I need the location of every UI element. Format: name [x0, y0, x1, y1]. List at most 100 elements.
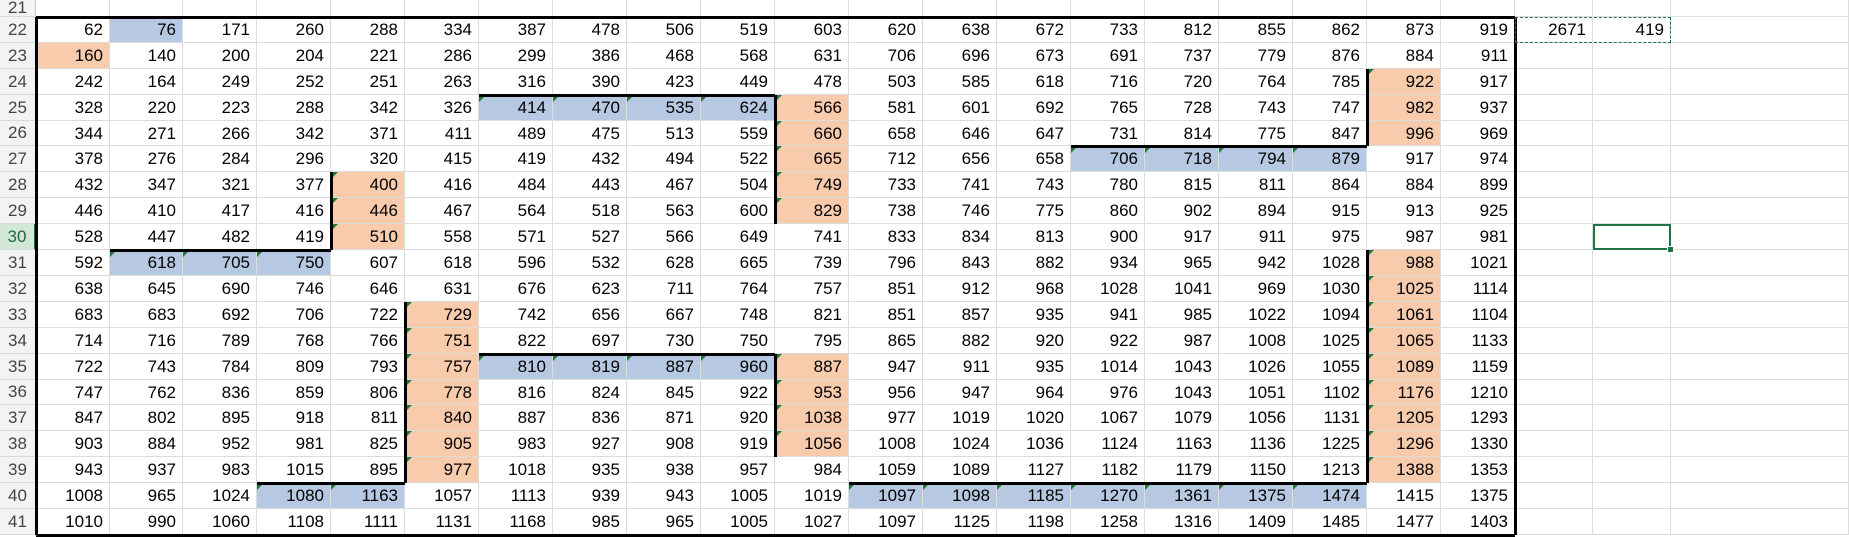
grid-cell[interactable]: 718 — [1145, 146, 1219, 172]
grid-cell[interactable]: 833 — [849, 224, 923, 250]
grid-cell[interactable] — [1671, 95, 1849, 121]
grid-cell[interactable]: 1415 — [1367, 483, 1441, 509]
grid-cell[interactable]: 299 — [479, 43, 553, 69]
grid-cell[interactable]: 482 — [183, 224, 257, 250]
grid-cell[interactable] — [1593, 457, 1671, 483]
grid-cell[interactable] — [1593, 302, 1671, 328]
grid-cell[interactable]: 887 — [627, 354, 701, 380]
grid-cell[interactable]: 1015 — [257, 457, 331, 483]
grid-cell[interactable]: 729 — [405, 302, 479, 328]
grid-cell[interactable]: 882 — [997, 250, 1071, 276]
grid-cell[interactable]: 631 — [775, 43, 849, 69]
grid-cell[interactable] — [1593, 95, 1671, 121]
grid-cell[interactable]: 1111 — [331, 509, 405, 535]
grid-cell[interactable]: 934 — [1071, 250, 1145, 276]
grid-cell[interactable]: 728 — [1145, 95, 1219, 121]
grid-cell[interactable]: 423 — [627, 69, 701, 95]
grid-cell[interactable]: 558 — [405, 224, 479, 250]
grid-cell[interactable]: 953 — [775, 380, 849, 405]
grid-cell[interactable]: 1051 — [1219, 380, 1293, 405]
grid-cell[interactable]: 386 — [553, 43, 627, 69]
grid-cell[interactable]: 378 — [36, 146, 110, 172]
grid-cell[interactable]: 286 — [405, 43, 479, 69]
grid-cell[interactable]: 879 — [1293, 146, 1367, 172]
grid-cell[interactable]: 919 — [701, 431, 775, 457]
grid-cell[interactable]: 731 — [1071, 121, 1145, 146]
grid-cell[interactable]: 845 — [627, 380, 701, 405]
grid-cell[interactable]: 284 — [183, 146, 257, 172]
grid-cell[interactable]: 665 — [701, 250, 775, 276]
grid-cell[interactable]: 1182 — [1071, 457, 1145, 483]
grid-cell[interactable]: 1474 — [1293, 483, 1367, 509]
grid-cell[interactable]: 1210 — [1441, 380, 1515, 405]
grid-cell[interactable] — [1671, 69, 1849, 95]
grid-cell[interactable]: 513 — [627, 121, 701, 146]
grid-cell[interactable]: 847 — [1293, 121, 1367, 146]
grid-cell[interactable]: 342 — [257, 121, 331, 146]
grid-cell[interactable]: 814 — [1145, 121, 1219, 146]
grid-cell[interactable]: 1198 — [997, 509, 1071, 535]
grid-cell[interactable]: 1409 — [1219, 509, 1293, 535]
grid-cell[interactable]: 922 — [1071, 328, 1145, 354]
grid-cell[interactable]: 935 — [997, 302, 1071, 328]
cell[interactable] — [183, 0, 257, 17]
grid-cell[interactable]: 1375 — [1441, 483, 1515, 509]
grid-cell[interactable]: 976 — [1071, 380, 1145, 405]
cell[interactable] — [1515, 0, 1593, 17]
grid-cell[interactable]: 691 — [1071, 43, 1145, 69]
row-header-22[interactable]: 22 — [0, 17, 36, 43]
grid-cell[interactable]: 628 — [627, 250, 701, 276]
grid-cell[interactable]: 76 — [110, 17, 183, 43]
grid-cell[interactable]: 252 — [257, 69, 331, 95]
grid-cell[interactable]: 371 — [331, 121, 405, 146]
grid-cell[interactable]: 887 — [479, 405, 553, 431]
grid-cell[interactable]: 895 — [331, 457, 405, 483]
grid-cell[interactable]: 631 — [405, 276, 479, 302]
row-header-35[interactable]: 35 — [0, 354, 36, 380]
cell[interactable] — [1293, 0, 1367, 17]
grid-cell[interactable]: 1104 — [1441, 302, 1515, 328]
grid-cell[interactable]: 983 — [479, 431, 553, 457]
grid-cell[interactable]: 899 — [1441, 172, 1515, 198]
grid-cell[interactable]: 288 — [331, 17, 405, 43]
grid-cell[interactable]: 862 — [1293, 17, 1367, 43]
row-header-23[interactable]: 23 — [0, 43, 36, 69]
grid-cell[interactable]: 328 — [36, 95, 110, 121]
grid-cell[interactable]: 377 — [257, 172, 331, 198]
row-header-25[interactable]: 25 — [0, 95, 36, 121]
grid-cell[interactable]: 730 — [627, 328, 701, 354]
grid-cell[interactable]: 667 — [627, 302, 701, 328]
grid-cell[interactable]: 1036 — [997, 431, 1071, 457]
grid-cell[interactable]: 447 — [110, 224, 183, 250]
grid-cell[interactable]: 822 — [479, 328, 553, 354]
grid-cell[interactable]: 917 — [1145, 224, 1219, 250]
grid-cell[interactable]: 894 — [1219, 198, 1293, 224]
grid-cell[interactable]: 1026 — [1219, 354, 1293, 380]
grid-cell[interactable]: 1056 — [1219, 405, 1293, 431]
grid-cell[interactable]: 271 — [110, 121, 183, 146]
grid-cell[interactable]: 884 — [110, 431, 183, 457]
grid-cell[interactable] — [1593, 328, 1671, 354]
grid-cell[interactable]: 266 — [183, 121, 257, 146]
grid-cell[interactable]: 467 — [627, 172, 701, 198]
grid-cell[interactable]: 658 — [997, 146, 1071, 172]
grid-cell[interactable]: 983 — [183, 457, 257, 483]
grid-cell[interactable]: 747 — [1293, 95, 1367, 121]
grid-cell[interactable]: 1028 — [1071, 276, 1145, 302]
grid-cell[interactable]: 984 — [775, 457, 849, 483]
grid-cell[interactable]: 900 — [1071, 224, 1145, 250]
grid-cell[interactable]: 528 — [36, 224, 110, 250]
grid-cell[interactable]: 829 — [775, 198, 849, 224]
grid-cell[interactable]: 1225 — [1293, 431, 1367, 457]
grid-cell[interactable]: 1150 — [1219, 457, 1293, 483]
grid-cell[interactable]: 564 — [479, 198, 553, 224]
grid-cell[interactable]: 1022 — [1219, 302, 1293, 328]
grid-cell[interactable]: 764 — [701, 276, 775, 302]
grid-cell[interactable] — [1593, 431, 1671, 457]
grid-cell[interactable]: 478 — [775, 69, 849, 95]
grid-cell[interactable]: 260 — [257, 17, 331, 43]
grid-cell[interactable]: 506 — [627, 17, 701, 43]
grid-cell[interactable]: 692 — [183, 302, 257, 328]
grid-cell[interactable] — [1671, 198, 1849, 224]
grid-cell[interactable]: 876 — [1293, 43, 1367, 69]
